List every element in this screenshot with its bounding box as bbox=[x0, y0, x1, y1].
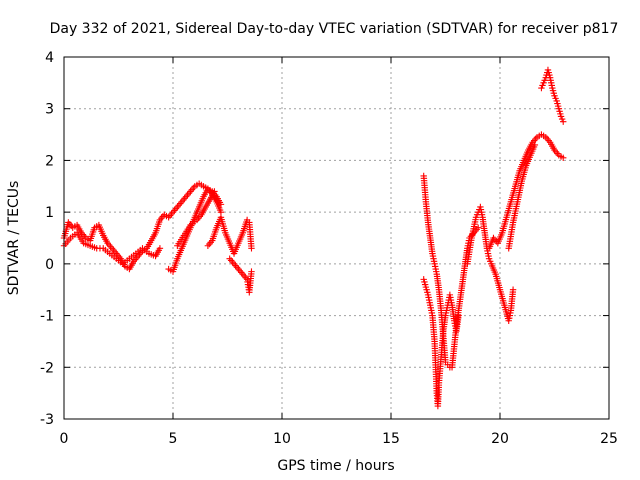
plot-frame bbox=[63, 56, 610, 420]
y-tick-label: 3 bbox=[45, 102, 54, 118]
grid bbox=[64, 57, 609, 419]
y-tick-label: -1 bbox=[40, 309, 54, 325]
data-point bbox=[156, 245, 164, 252]
data-point bbox=[560, 154, 567, 162]
x-tick-label: 15 bbox=[382, 431, 400, 447]
data-point bbox=[248, 245, 255, 252]
data-series bbox=[60, 66, 567, 410]
x-tick-label: 20 bbox=[491, 431, 509, 447]
data-point bbox=[455, 312, 462, 319]
y-axis-label: SDTVAR / TECUs bbox=[6, 181, 22, 296]
data-point bbox=[248, 268, 255, 275]
y-tick-label: -3 bbox=[40, 412, 54, 428]
y-tick-label: 4 bbox=[45, 50, 54, 66]
x-tick-label: 5 bbox=[169, 431, 178, 447]
series-segment-late-rise bbox=[485, 131, 567, 252]
series-segment-late-inner bbox=[505, 141, 539, 252]
y-tick-label: 0 bbox=[45, 257, 54, 273]
data-point bbox=[509, 286, 517, 293]
series-segment-early-tail bbox=[204, 214, 255, 257]
x-tick-label: 0 bbox=[60, 431, 69, 447]
x-tick-labels: 0 5 10 15 20 25 bbox=[60, 431, 618, 447]
data-point bbox=[217, 201, 225, 208]
y-tick-label: 1 bbox=[45, 205, 54, 221]
series-segment-early-loop bbox=[174, 188, 218, 249]
y-tick-labels: -3 -2 -1 0 1 2 3 4 bbox=[40, 50, 54, 428]
data-point bbox=[560, 118, 567, 125]
series-segment-late-top bbox=[538, 66, 567, 125]
series-segment-late-deep bbox=[420, 276, 462, 410]
data-point bbox=[531, 141, 539, 149]
x-tick-label: 25 bbox=[600, 431, 618, 447]
chart-title: Day 332 of 2021, Sidereal Day-to-day VTE… bbox=[50, 21, 619, 37]
series-segment-early-drop bbox=[226, 255, 255, 296]
series-segment-late-mid bbox=[464, 203, 517, 324]
series-segment-early-lower bbox=[60, 229, 164, 268]
x-tick-label: 10 bbox=[273, 431, 291, 447]
data-point bbox=[211, 188, 218, 195]
y-tick-label: -2 bbox=[40, 360, 54, 376]
x-axis-label: GPS time / hours bbox=[277, 458, 394, 474]
data-point bbox=[475, 224, 482, 231]
y-tick-label: 2 bbox=[45, 153, 54, 169]
